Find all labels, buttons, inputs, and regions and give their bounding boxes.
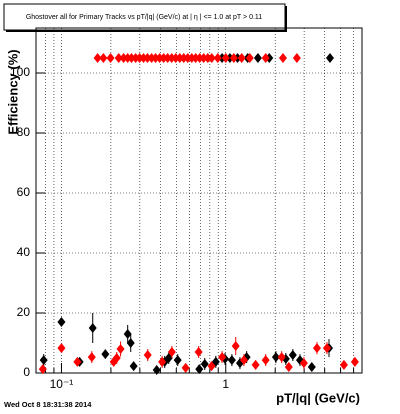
marker [163, 53, 172, 63]
marker [171, 53, 180, 63]
y-tick-label: 20 [17, 305, 31, 319]
marker [93, 53, 102, 63]
marker [339, 359, 348, 370]
marker [143, 53, 152, 63]
marker [284, 362, 293, 372]
marker [99, 53, 108, 63]
marker [199, 53, 208, 63]
title-box [3, 3, 286, 31]
chart-title: Ghostover all for Primary Tracks vs pT/|… [26, 14, 262, 21]
y-tick-label: 0 [23, 365, 30, 379]
marker [173, 355, 182, 366]
marker [227, 355, 236, 366]
x-axis-label: pT/|q| (GeV/c) [276, 390, 360, 405]
marker [325, 53, 334, 63]
y-tick-label: 60 [17, 185, 31, 199]
marker [203, 53, 212, 63]
marker [229, 53, 238, 63]
marker [194, 347, 203, 357]
marker [200, 359, 209, 369]
marker [129, 361, 138, 372]
marker [57, 317, 66, 327]
marker [143, 350, 152, 360]
marker [322, 343, 331, 354]
marker [106, 53, 115, 63]
marker [114, 53, 123, 63]
marker [119, 53, 128, 63]
marker [181, 362, 190, 373]
marker [127, 53, 136, 63]
marker [195, 364, 204, 375]
marker [191, 53, 200, 63]
marker [278, 53, 287, 63]
marker [221, 53, 230, 63]
marker [101, 349, 110, 360]
marker [271, 352, 280, 363]
marker [261, 53, 270, 63]
marker [183, 53, 192, 63]
marker [39, 355, 48, 366]
marker [207, 361, 216, 372]
marker [155, 53, 164, 63]
marker [218, 352, 227, 363]
marker [253, 53, 262, 63]
marker [239, 355, 248, 366]
marker [237, 53, 246, 63]
y-tick-label: 80 [17, 125, 31, 139]
marker [38, 364, 47, 375]
marker [88, 323, 97, 333]
y-axis-label: Efficiency (%) [5, 49, 20, 134]
marker [123, 329, 132, 339]
marker [288, 350, 297, 360]
marker [350, 356, 359, 367]
x-tick-label: 1 [222, 377, 229, 391]
marker [261, 355, 270, 366]
marker [73, 356, 82, 367]
marker [57, 343, 66, 354]
marker [151, 53, 160, 63]
marker [126, 338, 135, 348]
marker [87, 352, 96, 363]
marker [207, 53, 216, 63]
marker [231, 341, 240, 351]
marker [245, 53, 254, 63]
marker [213, 53, 222, 63]
y-tick-label: 100 [10, 65, 30, 79]
marker [167, 347, 176, 357]
marker [307, 362, 316, 372]
marker [116, 344, 125, 354]
x-tick-label: 10⁻¹ [50, 377, 74, 391]
timestamp: Wed Oct 8 18:31:38 2014 [4, 400, 92, 409]
y-tick-label: 40 [17, 245, 31, 259]
plot-frame [35, 27, 363, 374]
marker [158, 356, 167, 367]
marker [152, 365, 161, 375]
marker [251, 359, 260, 370]
marker [277, 352, 286, 363]
marker [299, 358, 308, 369]
marker [112, 353, 121, 363]
marker [312, 343, 321, 354]
marker [292, 53, 301, 63]
